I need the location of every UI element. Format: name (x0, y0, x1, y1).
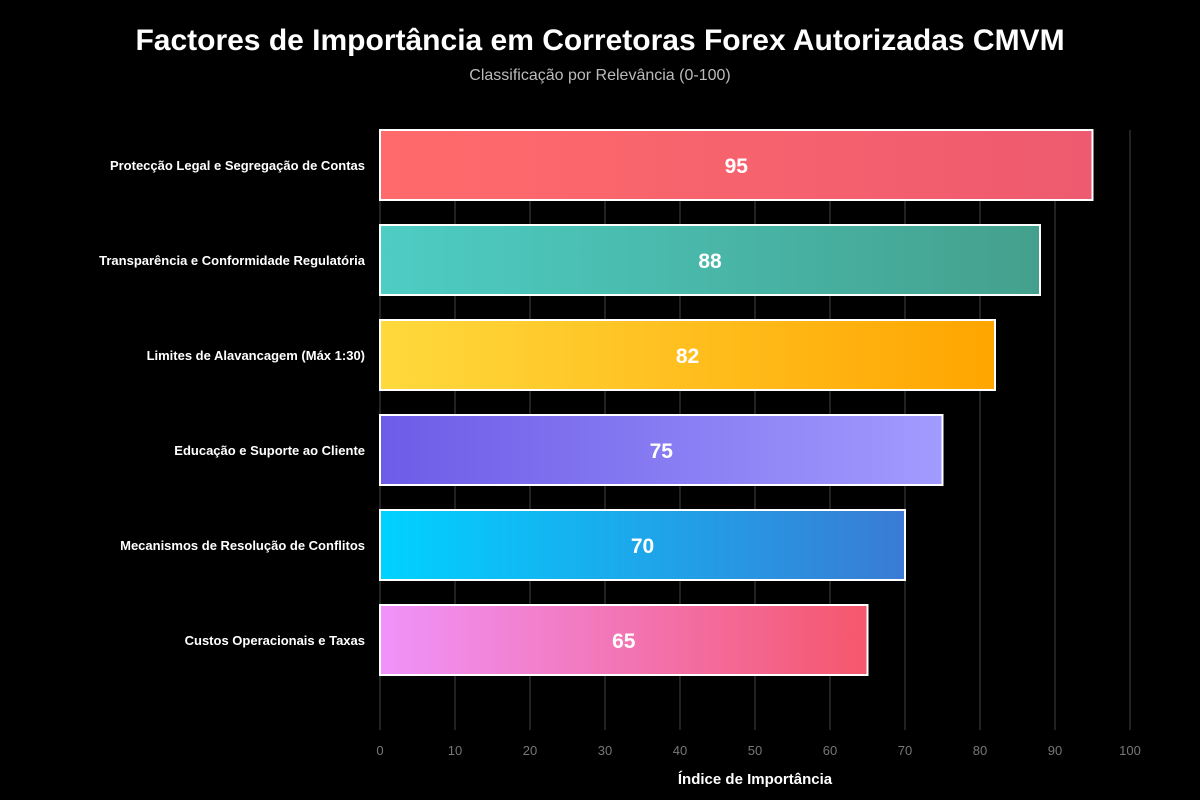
x-tick-label: 100 (1119, 743, 1141, 758)
x-tick-label: 10 (448, 743, 462, 758)
x-tick-label: 60 (823, 743, 837, 758)
bar-value-label: 65 (612, 630, 636, 653)
bar-value-label: 70 (631, 535, 654, 558)
bar (379, 224, 1041, 296)
x-tick-label: 70 (898, 743, 912, 758)
bar-value-label: 95 (725, 155, 749, 178)
category-label: Limites de Alavancagem (Máx 1:30) (147, 348, 365, 363)
x-tick-label: 40 (673, 743, 687, 758)
bar (379, 129, 1094, 201)
bar-value-label: 75 (650, 440, 674, 463)
x-tick-label: 20 (523, 743, 537, 758)
x-axis-label: Índice de Importância (678, 771, 833, 788)
category-label: Custos Operacionais e Taxas (185, 633, 365, 648)
bar-value-label: 82 (676, 345, 699, 368)
x-tick-label: 90 (1048, 743, 1062, 758)
x-tick-label: 50 (748, 743, 762, 758)
chart-title: Factores de Importância em Corretoras Fo… (135, 24, 1064, 57)
category-label: Transparência e Conformidade Regulatória (99, 253, 366, 268)
chart-subtitle: Classificação por Relevância (0-100) (469, 67, 730, 84)
bar-value-label: 88 (698, 250, 722, 273)
x-tick-label: 0 (376, 743, 383, 758)
bar (379, 509, 906, 581)
bar (379, 319, 996, 391)
bar (379, 414, 944, 486)
bar (379, 604, 869, 676)
category-label: Mecanismos de Resolução de Conflitos (120, 538, 365, 553)
category-label: Educação e Suporte ao Cliente (174, 443, 365, 458)
x-tick-label: 30 (598, 743, 612, 758)
x-tick-label: 80 (973, 743, 987, 758)
category-label: Protecção Legal e Segregação de Contas (110, 158, 365, 173)
category-labels: Protecção Legal e Segregação de Contas Tr… (99, 158, 366, 648)
x-tick-labels: 0 10 20 30 40 50 60 70 80 90 100 (376, 743, 1140, 758)
bars: 95 88 82 75 70 65 (379, 129, 1094, 676)
